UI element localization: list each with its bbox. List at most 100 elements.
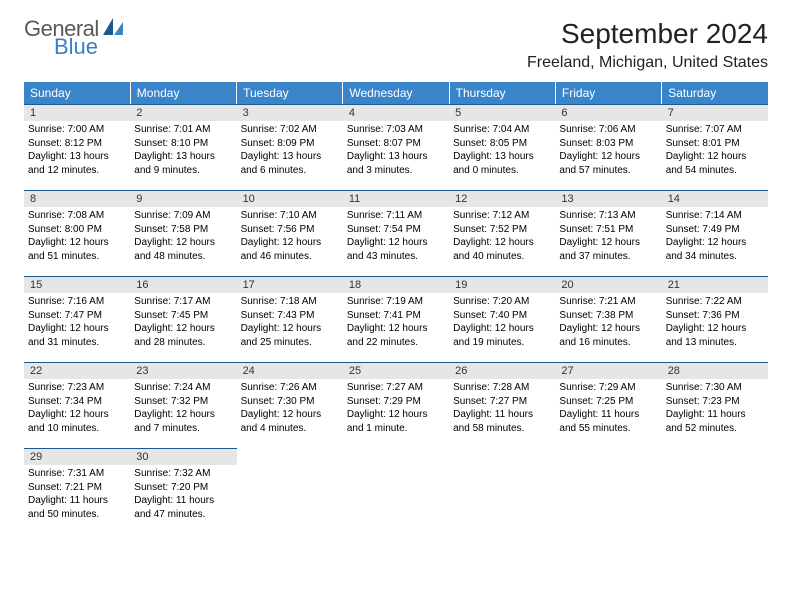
day-cell: 3Sunrise: 7:02 AMSunset: 8:09 PMDaylight… bbox=[237, 104, 343, 190]
sunset-text: Sunset: 7:52 PM bbox=[453, 223, 551, 237]
sunrise-text: Sunrise: 7:23 AM bbox=[28, 381, 126, 395]
day-body: Sunrise: 7:11 AMSunset: 7:54 PMDaylight:… bbox=[343, 207, 449, 267]
day-body: Sunrise: 7:26 AMSunset: 7:30 PMDaylight:… bbox=[237, 379, 343, 439]
day-number: 26 bbox=[449, 363, 555, 379]
sunset-text: Sunset: 7:58 PM bbox=[134, 223, 232, 237]
sunset-text: Sunset: 7:41 PM bbox=[347, 309, 445, 323]
day-cell: 10Sunrise: 7:10 AMSunset: 7:56 PMDayligh… bbox=[237, 190, 343, 276]
sunset-text: Sunset: 7:29 PM bbox=[347, 395, 445, 409]
day-body: Sunrise: 7:16 AMSunset: 7:47 PMDaylight:… bbox=[24, 293, 130, 353]
calendar-week-row: 29Sunrise: 7:31 AMSunset: 7:21 PMDayligh… bbox=[24, 448, 768, 534]
daylight-text: Daylight: 12 hours and 46 minutes. bbox=[241, 236, 339, 263]
calendar-cell: 30Sunrise: 7:32 AMSunset: 7:20 PMDayligh… bbox=[130, 448, 236, 534]
sunrise-text: Sunrise: 7:03 AM bbox=[347, 123, 445, 137]
daylight-text: Daylight: 13 hours and 12 minutes. bbox=[28, 150, 126, 177]
day-number: 3 bbox=[237, 105, 343, 121]
day-number: 22 bbox=[24, 363, 130, 379]
sunrise-text: Sunrise: 7:24 AM bbox=[134, 381, 232, 395]
sunrise-text: Sunrise: 7:21 AM bbox=[559, 295, 657, 309]
daylight-text: Daylight: 12 hours and 19 minutes. bbox=[453, 322, 551, 349]
sunrise-text: Sunrise: 7:20 AM bbox=[453, 295, 551, 309]
calendar-cell: 19Sunrise: 7:20 AMSunset: 7:40 PMDayligh… bbox=[449, 276, 555, 362]
day-header-row: Sunday Monday Tuesday Wednesday Thursday… bbox=[24, 82, 768, 104]
calendar-cell: 3Sunrise: 7:02 AMSunset: 8:09 PMDaylight… bbox=[237, 104, 343, 190]
calendar-cell: 21Sunrise: 7:22 AMSunset: 7:36 PMDayligh… bbox=[662, 276, 768, 362]
day-body: Sunrise: 7:06 AMSunset: 8:03 PMDaylight:… bbox=[555, 121, 661, 181]
daylight-text: Daylight: 12 hours and 28 minutes. bbox=[134, 322, 232, 349]
day-cell: 1Sunrise: 7:00 AMSunset: 8:12 PMDaylight… bbox=[24, 104, 130, 190]
day-body: Sunrise: 7:12 AMSunset: 7:52 PMDaylight:… bbox=[449, 207, 555, 267]
daylight-text: Daylight: 12 hours and 57 minutes. bbox=[559, 150, 657, 177]
daylight-text: Daylight: 12 hours and 4 minutes. bbox=[241, 408, 339, 435]
sunset-text: Sunset: 7:56 PM bbox=[241, 223, 339, 237]
daylight-text: Daylight: 12 hours and 25 minutes. bbox=[241, 322, 339, 349]
day-header: Monday bbox=[130, 82, 236, 104]
calendar-cell: 4Sunrise: 7:03 AMSunset: 8:07 PMDaylight… bbox=[343, 104, 449, 190]
day-body: Sunrise: 7:09 AMSunset: 7:58 PMDaylight:… bbox=[130, 207, 236, 267]
day-cell: 8Sunrise: 7:08 AMSunset: 8:00 PMDaylight… bbox=[24, 190, 130, 276]
day-body: Sunrise: 7:08 AMSunset: 8:00 PMDaylight:… bbox=[24, 207, 130, 267]
daylight-text: Daylight: 13 hours and 3 minutes. bbox=[347, 150, 445, 177]
sunrise-text: Sunrise: 7:11 AM bbox=[347, 209, 445, 223]
daylight-text: Daylight: 11 hours and 52 minutes. bbox=[666, 408, 764, 435]
day-body: Sunrise: 7:04 AMSunset: 8:05 PMDaylight:… bbox=[449, 121, 555, 181]
day-body: Sunrise: 7:02 AMSunset: 8:09 PMDaylight:… bbox=[237, 121, 343, 181]
calendar-cell: 24Sunrise: 7:26 AMSunset: 7:30 PMDayligh… bbox=[237, 362, 343, 448]
sunset-text: Sunset: 7:25 PM bbox=[559, 395, 657, 409]
sunrise-text: Sunrise: 7:01 AM bbox=[134, 123, 232, 137]
day-body: Sunrise: 7:29 AMSunset: 7:25 PMDaylight:… bbox=[555, 379, 661, 439]
sunrise-text: Sunrise: 7:06 AM bbox=[559, 123, 657, 137]
daylight-text: Daylight: 11 hours and 50 minutes. bbox=[28, 494, 126, 521]
day-cell: 26 Sunrise: 7:28 AMSunset: 7:27 PMDayligh… bbox=[449, 362, 555, 448]
day-cell: 14Sunrise: 7:14 AMSunset: 7:49 PMDayligh… bbox=[662, 190, 768, 276]
sunset-text: Sunset: 8:10 PM bbox=[134, 137, 232, 151]
sunset-text: Sunset: 7:43 PM bbox=[241, 309, 339, 323]
day-body: Sunrise: 7:10 AMSunset: 7:56 PMDaylight:… bbox=[237, 207, 343, 267]
day-body: Sunrise: 7:24 AMSunset: 7:32 PMDaylight:… bbox=[130, 379, 236, 439]
day-cell: 17Sunrise: 7:18 AMSunset: 7:43 PMDayligh… bbox=[237, 276, 343, 362]
daylight-text: Daylight: 12 hours and 31 minutes. bbox=[28, 322, 126, 349]
day-body: Sunrise: 7:27 AMSunset: 7:29 PMDaylight:… bbox=[343, 379, 449, 439]
day-number: 14 bbox=[662, 191, 768, 207]
day-body: Sunrise: 7:31 AMSunset: 7:21 PMDaylight:… bbox=[24, 465, 130, 525]
day-number: 8 bbox=[24, 191, 130, 207]
sunset-text: Sunset: 7:23 PM bbox=[666, 395, 764, 409]
daylight-text: Daylight: 12 hours and 51 minutes. bbox=[28, 236, 126, 263]
sunrise-text: Sunrise: 7:22 AM bbox=[666, 295, 764, 309]
calendar-cell: 11Sunrise: 7:11 AMSunset: 7:54 PMDayligh… bbox=[343, 190, 449, 276]
day-number: 24 bbox=[237, 363, 343, 379]
day-cell: 13Sunrise: 7:13 AMSunset: 7:51 PMDayligh… bbox=[555, 190, 661, 276]
calendar-cell: 16Sunrise: 7:17 AMSunset: 7:45 PMDayligh… bbox=[130, 276, 236, 362]
daylight-text: Daylight: 11 hours and 58 minutes. bbox=[453, 408, 551, 435]
sunset-text: Sunset: 8:00 PM bbox=[28, 223, 126, 237]
sunset-text: Sunset: 7:51 PM bbox=[559, 223, 657, 237]
sunrise-text: Sunrise: 7:10 AM bbox=[241, 209, 339, 223]
calendar-cell: 15Sunrise: 7:16 AMSunset: 7:47 PMDayligh… bbox=[24, 276, 130, 362]
daylight-text: Daylight: 12 hours and 48 minutes. bbox=[134, 236, 232, 263]
day-cell: 18Sunrise: 7:19 AMSunset: 7:41 PMDayligh… bbox=[343, 276, 449, 362]
daylight-text: Daylight: 12 hours and 1 minute. bbox=[347, 408, 445, 435]
sunset-text: Sunset: 7:27 PM bbox=[453, 395, 551, 409]
calendar-cell bbox=[237, 448, 343, 534]
calendar-cell: 10Sunrise: 7:10 AMSunset: 7:56 PMDayligh… bbox=[237, 190, 343, 276]
sunset-text: Sunset: 7:21 PM bbox=[28, 481, 126, 495]
calendar-cell: 7Sunrise: 7:07 AMSunset: 8:01 PMDaylight… bbox=[662, 104, 768, 190]
day-cell: 28Sunrise: 7:30 AMSunset: 7:23 PMDayligh… bbox=[662, 362, 768, 448]
calendar-cell: 29Sunrise: 7:31 AMSunset: 7:21 PMDayligh… bbox=[24, 448, 130, 534]
day-cell: 9Sunrise: 7:09 AMSunset: 7:58 PMDaylight… bbox=[130, 190, 236, 276]
sunset-text: Sunset: 7:36 PM bbox=[666, 309, 764, 323]
day-body: Sunrise: 7:20 AMSunset: 7:40 PMDaylight:… bbox=[449, 293, 555, 353]
day-body: Sunrise: 7:21 AMSunset: 7:38 PMDaylight:… bbox=[555, 293, 661, 353]
day-header: Friday bbox=[555, 82, 661, 104]
day-number: 2 bbox=[130, 105, 236, 121]
sunrise-text: Sunrise: 7:28 AM bbox=[453, 381, 551, 395]
calendar-week-row: 22Sunrise: 7:23 AMSunset: 7:34 PMDayligh… bbox=[24, 362, 768, 448]
day-number: 19 bbox=[449, 277, 555, 293]
daylight-text: Daylight: 12 hours and 22 minutes. bbox=[347, 322, 445, 349]
sunset-text: Sunset: 7:32 PM bbox=[134, 395, 232, 409]
day-body: Sunrise: 7:30 AMSunset: 7:23 PMDaylight:… bbox=[662, 379, 768, 439]
day-header: Saturday bbox=[662, 82, 768, 104]
daylight-text: Daylight: 12 hours and 43 minutes. bbox=[347, 236, 445, 263]
calendar-cell bbox=[555, 448, 661, 534]
day-cell: 6Sunrise: 7:06 AMSunset: 8:03 PMDaylight… bbox=[555, 104, 661, 190]
